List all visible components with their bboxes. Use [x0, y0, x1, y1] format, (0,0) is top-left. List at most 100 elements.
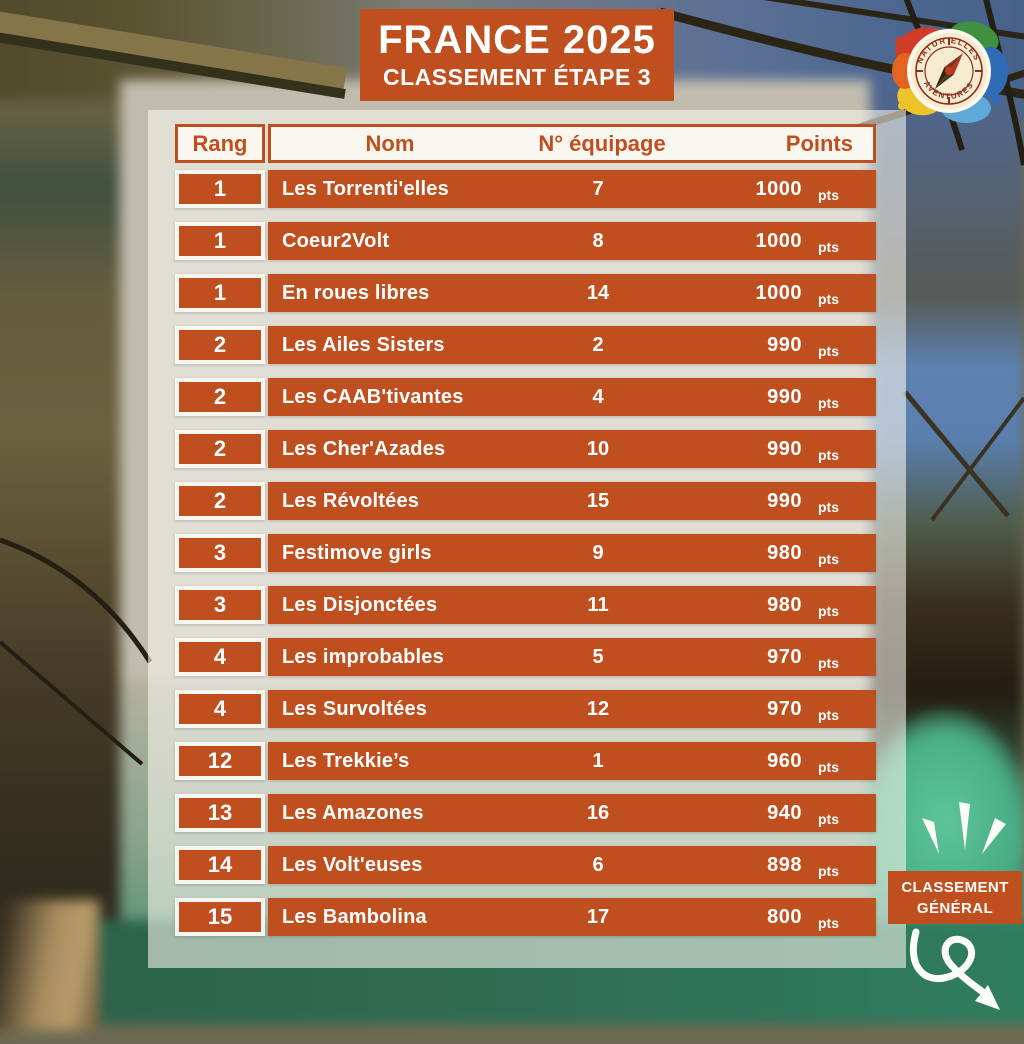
rank-value: 15 [179, 902, 261, 932]
classement-general-button[interactable]: CLASSEMENT GÉNÉRAL [888, 871, 1022, 924]
team-row-bar: Les CAAB'tivantes 4 990 pts [268, 378, 876, 416]
points-value: 1000 [755, 281, 802, 304]
points-unit-label: pts [818, 239, 839, 255]
header-crew-number: N° équipage [538, 130, 666, 156]
points-value: 970 [767, 645, 802, 668]
points-unit-label: pts [818, 499, 839, 515]
cta-label-line2: GÉNÉRAL [916, 899, 994, 917]
rank-badge: 1 [175, 222, 265, 260]
crew-number: 16 [586, 801, 610, 824]
team-row-bar: Les Amazones 16 940 pts [268, 794, 876, 832]
rank-badge: 4 [175, 638, 265, 676]
team-name: Les improbables [282, 645, 444, 668]
points-value: 990 [767, 333, 802, 356]
crew-number: 11 [587, 593, 609, 616]
points-unit-label: pts [818, 707, 839, 723]
points-value: 960 [767, 749, 802, 772]
points-unit-label: pts [818, 551, 839, 567]
rank-value: 3 [179, 538, 261, 568]
team-name: Les CAAB'tivantes [282, 385, 464, 408]
rank-badge: 2 [175, 326, 265, 364]
team-name: Les Torrenti'elles [282, 177, 449, 200]
table-row: 3 Festimove girls 9 980 pts [175, 534, 876, 572]
rank-value: 13 [179, 798, 261, 828]
points-value: 1000 [755, 229, 802, 252]
crew-number: 12 [586, 697, 610, 720]
crew-number: 17 [586, 905, 610, 928]
team-row-bar: Les Révoltées 15 990 pts [268, 482, 876, 520]
points-value: 800 [767, 905, 802, 928]
team-name: Les Trekkie’s [282, 749, 410, 772]
rank-value: 12 [179, 746, 261, 776]
team-name: Les Amazones [282, 801, 424, 824]
crew-number: 9 [592, 541, 604, 564]
team-name: Les Cher'Azades [282, 437, 446, 460]
points-value: 940 [767, 801, 802, 824]
team-name: Les Disjonctées [282, 593, 438, 616]
team-name: Coeur2Volt [282, 229, 390, 252]
crew-number: 14 [586, 281, 610, 304]
rank-badge: 4 [175, 690, 265, 728]
table-row: 3 Les Disjonctées 11 980 pts [175, 586, 876, 624]
table-row: 14 Les Volt'euses 6 898 pts [175, 846, 876, 884]
points-unit-label: pts [818, 759, 839, 775]
table-row: 1 En roues libres 14 1000 pts [175, 274, 876, 312]
rank-badge: 2 [175, 378, 265, 416]
points-value: 990 [767, 385, 802, 408]
points-unit-label: pts [818, 291, 839, 307]
points-unit-label: pts [818, 811, 839, 827]
team-name: En roues libres [282, 281, 430, 304]
table-row: 12 Les Trekkie’s 1 960 pts [175, 742, 876, 780]
rank-value: 1 [179, 174, 261, 204]
team-row-bar: Les Disjonctées 11 980 pts [268, 586, 876, 624]
team-name: Les Ailes Sisters [282, 333, 445, 356]
team-row-bar: Les Bambolina 17 800 pts [268, 898, 876, 936]
crew-number: 6 [592, 853, 604, 876]
team-row-bar: Les Volt'euses 6 898 pts [268, 846, 876, 884]
points-value: 980 [767, 541, 802, 564]
team-row-bar: Coeur2Volt 8 1000 pts [268, 222, 876, 260]
header-rank: Rang [175, 124, 265, 163]
team-name: Les Survoltées [282, 697, 428, 720]
team-name: Les Révoltées [282, 489, 420, 512]
table-row: 2 Les Révoltées 15 990 pts [175, 482, 876, 520]
naturelles-aventures-logo: NATUR'ELLES AVENTURES [892, 21, 1008, 123]
team-row-bar: Les improbables 5 970 pts [268, 638, 876, 676]
team-name: Les Volt'euses [282, 853, 423, 876]
page-title: FRANCE 2025 [378, 18, 656, 62]
points-unit-label: pts [818, 187, 839, 203]
rank-badge: 1 [175, 274, 265, 312]
table-row: 4 Les Survoltées 12 970 pts [175, 690, 876, 728]
rank-value: 4 [179, 642, 261, 672]
points-value: 898 [767, 853, 802, 876]
crew-number: 5 [592, 645, 604, 668]
table-row: 13 Les Amazones 16 940 pts [175, 794, 876, 832]
table-row: 2 Les CAAB'tivantes 4 990 pts [175, 378, 876, 416]
rank-value: 4 [179, 694, 261, 724]
crew-number: 15 [586, 489, 610, 512]
ranking-panel: Rang Nom N° équipage Points 1 Les Torren… [148, 110, 906, 968]
points-unit-label: pts [818, 447, 839, 463]
rank-value: 2 [179, 330, 261, 360]
table-row: 1 Les Torrenti'elles 7 1000 pts [175, 170, 876, 208]
rank-badge: 13 [175, 794, 265, 832]
table-row: 4 Les improbables 5 970 pts [175, 638, 876, 676]
page-subtitle: CLASSEMENT ÉTAPE 3 [383, 64, 651, 90]
crew-number: 10 [586, 437, 610, 460]
rank-badge: 15 [175, 898, 265, 936]
team-row-bar: En roues libres 14 1000 pts [268, 274, 876, 312]
header-name: Nom [365, 130, 415, 156]
points-unit-label: pts [818, 343, 839, 359]
table-row: 15 Les Bambolina 17 800 pts [175, 898, 876, 936]
rank-value: 1 [179, 226, 261, 256]
crew-number: 2 [592, 333, 604, 356]
rank-value: 2 [179, 382, 261, 412]
title-banner: FRANCE 2025 CLASSEMENT ÉTAPE 3 [360, 9, 674, 101]
team-row-bar: Festimove girls 9 980 pts [268, 534, 876, 572]
rank-badge: 1 [175, 170, 265, 208]
table-row: 1 Coeur2Volt 8 1000 pts [175, 222, 876, 260]
points-value: 990 [767, 437, 802, 460]
header-main-box: Nom N° équipage Points [268, 124, 876, 163]
rank-badge: 3 [175, 534, 265, 572]
team-row-bar: Les Survoltées 12 970 pts [268, 690, 876, 728]
